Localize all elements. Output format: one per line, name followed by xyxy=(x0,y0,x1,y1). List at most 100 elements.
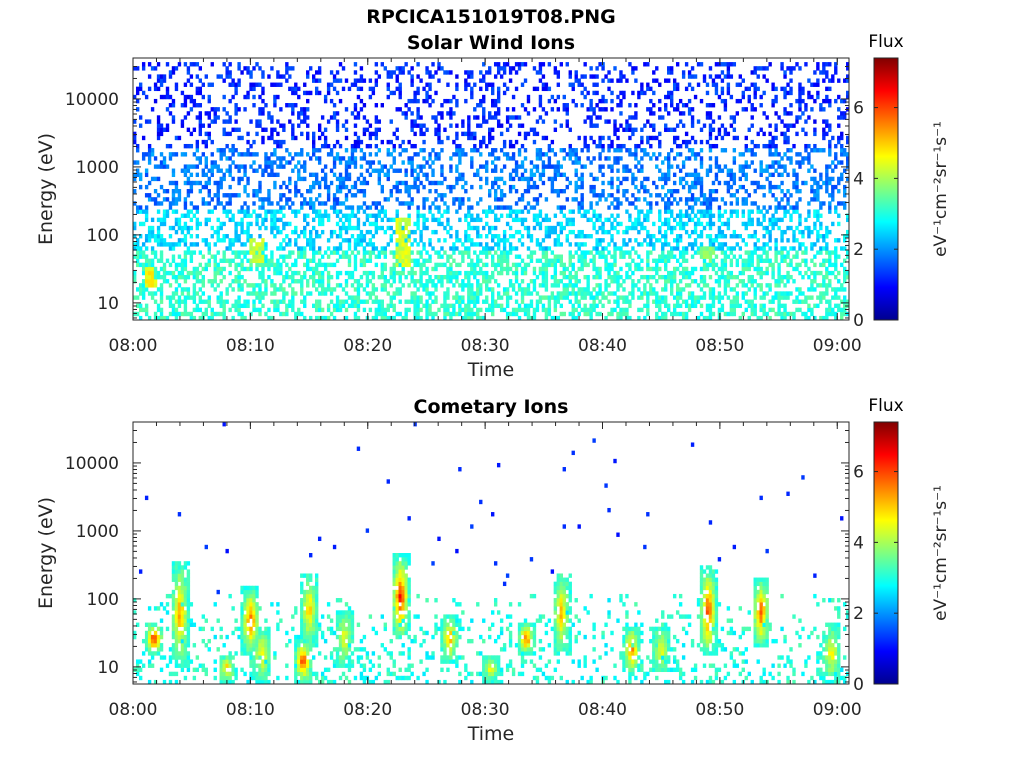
flux-pixel xyxy=(640,180,644,186)
flux-pixel xyxy=(147,62,152,67)
flux-pixel xyxy=(643,225,647,231)
flux-pixel xyxy=(380,299,384,304)
flux-pixel xyxy=(711,189,716,194)
flux-pixel xyxy=(532,164,537,169)
flux-pixel xyxy=(297,172,301,178)
flux-pixel xyxy=(156,229,161,235)
flux-pixel xyxy=(517,287,522,292)
flux-pixel xyxy=(467,74,471,79)
flux-pixel xyxy=(252,258,256,263)
flux-pixel xyxy=(401,242,405,247)
flux-pixel xyxy=(705,307,710,313)
flux-pixel xyxy=(359,262,364,268)
flux-pixel xyxy=(264,311,268,317)
flux-pixel xyxy=(404,62,408,67)
flux-pixel xyxy=(362,262,367,268)
flux-pixel xyxy=(225,168,229,173)
flux-pixel xyxy=(380,217,384,223)
flux-pixel xyxy=(255,62,259,67)
flux-pixel xyxy=(434,119,438,124)
flux-pixel xyxy=(523,176,528,182)
flux-pixel xyxy=(523,156,528,161)
flux-pixel xyxy=(413,98,417,104)
flux-pixel xyxy=(258,66,262,71)
flux-pixel xyxy=(526,287,531,292)
flux-pixel xyxy=(601,238,605,243)
flux-pixel xyxy=(294,152,298,157)
flux-pixel xyxy=(392,90,396,96)
flux-pixel xyxy=(577,201,581,206)
flux-pixel xyxy=(571,303,575,309)
flux-pixel xyxy=(684,103,689,108)
flux-pixel xyxy=(189,180,194,186)
flux-pixel xyxy=(574,168,578,173)
flux-pixel xyxy=(407,98,411,104)
flux-pixel xyxy=(646,242,650,247)
flux-pixel xyxy=(723,180,728,186)
flux-pixel xyxy=(422,213,426,218)
flux-pixel xyxy=(667,217,671,223)
flux-pixel xyxy=(279,246,283,251)
flux-pixel xyxy=(368,295,373,300)
flux-pixel xyxy=(407,205,411,210)
flux-pixel xyxy=(658,303,662,309)
flux-pixel xyxy=(684,315,689,321)
flux-pixel xyxy=(684,221,689,227)
flux-pixel xyxy=(661,311,665,317)
flux-pixel xyxy=(658,274,662,280)
flux-pixel xyxy=(261,242,265,247)
flux-pixel xyxy=(431,311,435,317)
flux-pixel xyxy=(329,180,334,186)
flux-pixel xyxy=(237,287,241,292)
flux-pixel xyxy=(291,201,295,206)
flux-pixel xyxy=(613,279,617,284)
flux-pixel xyxy=(547,217,552,223)
flux-pixel xyxy=(350,82,355,87)
flux-pixel xyxy=(312,139,316,145)
flux-pixel xyxy=(300,254,304,259)
flux-pixel xyxy=(404,115,408,120)
flux-pixel xyxy=(237,274,241,280)
flux-pixel xyxy=(413,291,417,296)
flux-pixel xyxy=(353,115,358,120)
flux-pixel xyxy=(496,90,501,96)
flux-pixel xyxy=(646,86,650,92)
flux-pixel xyxy=(580,287,584,292)
flux-pixel xyxy=(708,66,713,71)
flux-pixel xyxy=(589,135,593,141)
flux-pixel xyxy=(514,262,519,268)
flux-pixel xyxy=(153,274,158,280)
flux-pixel xyxy=(467,225,471,231)
flux-pixel xyxy=(240,258,244,263)
flux-pixel xyxy=(174,307,179,313)
flux-pixel xyxy=(210,172,214,178)
flux-pixel xyxy=(687,217,692,223)
flux-pixel xyxy=(616,315,620,321)
flux-pixel xyxy=(303,270,307,276)
flux-pixel xyxy=(159,152,164,157)
flux-pixel xyxy=(634,262,638,268)
flux-pixel xyxy=(714,246,719,251)
flux-pixel xyxy=(431,279,435,284)
flux-pixel xyxy=(708,217,713,223)
flux-pixel xyxy=(735,299,740,304)
flux-pixel xyxy=(476,270,480,276)
flux-pixel xyxy=(416,221,420,227)
flux-pixel xyxy=(574,315,578,321)
flux-pixel xyxy=(667,94,671,100)
flux-pixel xyxy=(601,229,605,235)
flux-pixel xyxy=(476,115,480,120)
flux-pixel xyxy=(231,160,235,165)
flux-pixel xyxy=(649,250,653,255)
flux-pixel xyxy=(246,238,250,243)
flux-pixel xyxy=(138,250,143,255)
flux-pixel xyxy=(592,246,596,251)
flux-pixel xyxy=(485,242,489,247)
flux-pixel xyxy=(428,82,432,87)
flux-pixel xyxy=(353,258,358,263)
flux-pixel xyxy=(359,164,364,169)
flux-pixel xyxy=(619,123,623,128)
flux-pixel xyxy=(604,107,608,112)
flux-pixel xyxy=(225,111,229,116)
flux-pixel xyxy=(568,82,572,87)
